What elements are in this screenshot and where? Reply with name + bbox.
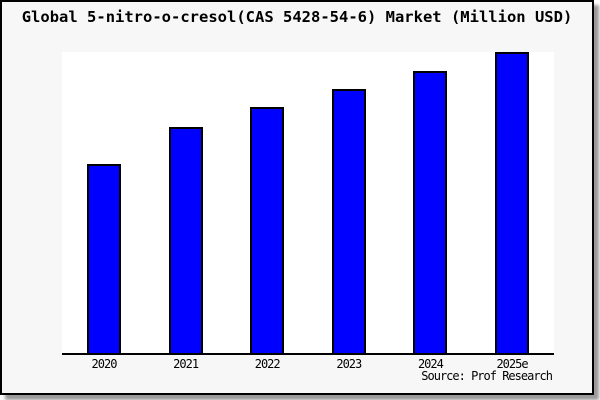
bar-2021 [168, 127, 203, 353]
bar-2025e [495, 52, 529, 353]
x-axis-label-2022: 2022 [254, 357, 281, 371]
x-axis-label-2020: 2020 [91, 357, 118, 371]
x-axis-label-2025e: 2025e [496, 357, 528, 371]
x-axis-label-2021: 2021 [173, 357, 199, 371]
chart-box: Global 5-nitro-o-cresol(CAS 5428-54-6) M… [0, 0, 594, 395]
bar-2022 [250, 107, 285, 353]
source-credit: Source: Prof Research [421, 369, 553, 383]
bar-2023 [331, 89, 366, 353]
plot-area [62, 52, 554, 355]
chart-title: Global 5-nitro-o-cresol(CAS 5428-54-6) M… [21, 8, 573, 26]
x-axis-label-2023: 2023 [336, 357, 362, 371]
bar-2024 [413, 71, 448, 353]
x-axis-label-2024: 2024 [417, 357, 444, 371]
bar-2020 [87, 164, 121, 353]
